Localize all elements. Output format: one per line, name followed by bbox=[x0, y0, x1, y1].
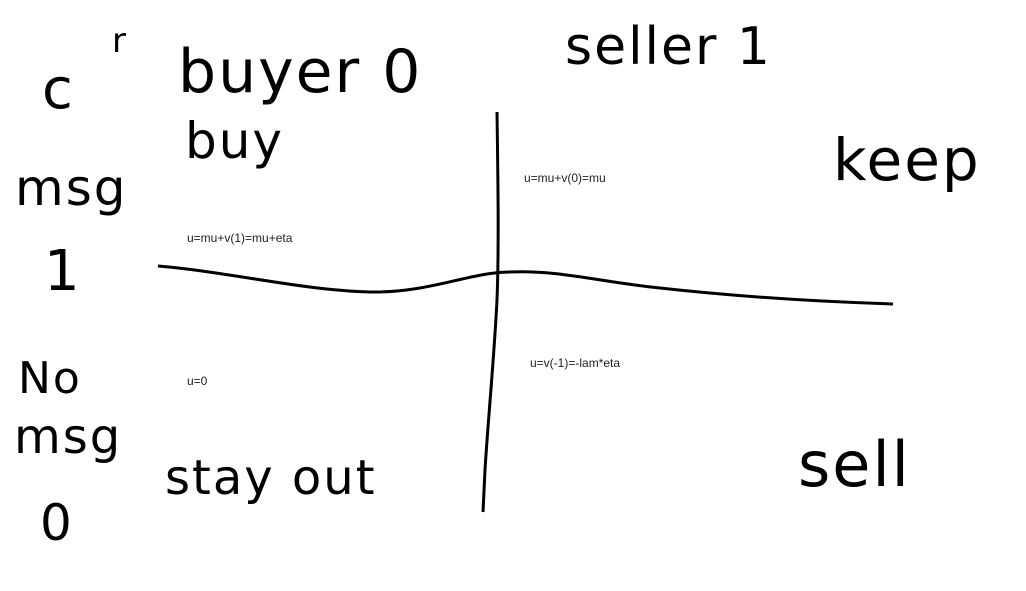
quadrant-top-left: u=mu+v(1)=mu+eta bbox=[187, 231, 293, 245]
quadrant-top-right: u=mu+v(0)=mu bbox=[524, 171, 606, 185]
horizontal-divider bbox=[157, 264, 894, 306]
row-msg-value: 1 bbox=[44, 239, 82, 304]
quadrant-bottom-left: u=0 bbox=[187, 374, 208, 388]
corner-c: c bbox=[42, 57, 75, 122]
vertical-divider bbox=[481, 111, 500, 513]
row-no: No bbox=[18, 353, 82, 404]
action-keep: keep bbox=[833, 126, 981, 194]
action-buy: buy bbox=[185, 112, 284, 170]
row-msg: msg bbox=[15, 159, 128, 217]
row-no-msg: msg bbox=[14, 409, 122, 465]
buyer-label: buyer 0 bbox=[178, 37, 422, 107]
action-stay-out: stay out bbox=[165, 450, 377, 506]
row-no-msg-value: 0 bbox=[40, 494, 74, 552]
action-sell: sell bbox=[798, 428, 911, 501]
quadrant-bottom-right: u=v(-1)=-lam*eta bbox=[530, 356, 620, 370]
corner-r: r bbox=[112, 21, 128, 61]
seller-label: seller 1 bbox=[565, 17, 772, 77]
